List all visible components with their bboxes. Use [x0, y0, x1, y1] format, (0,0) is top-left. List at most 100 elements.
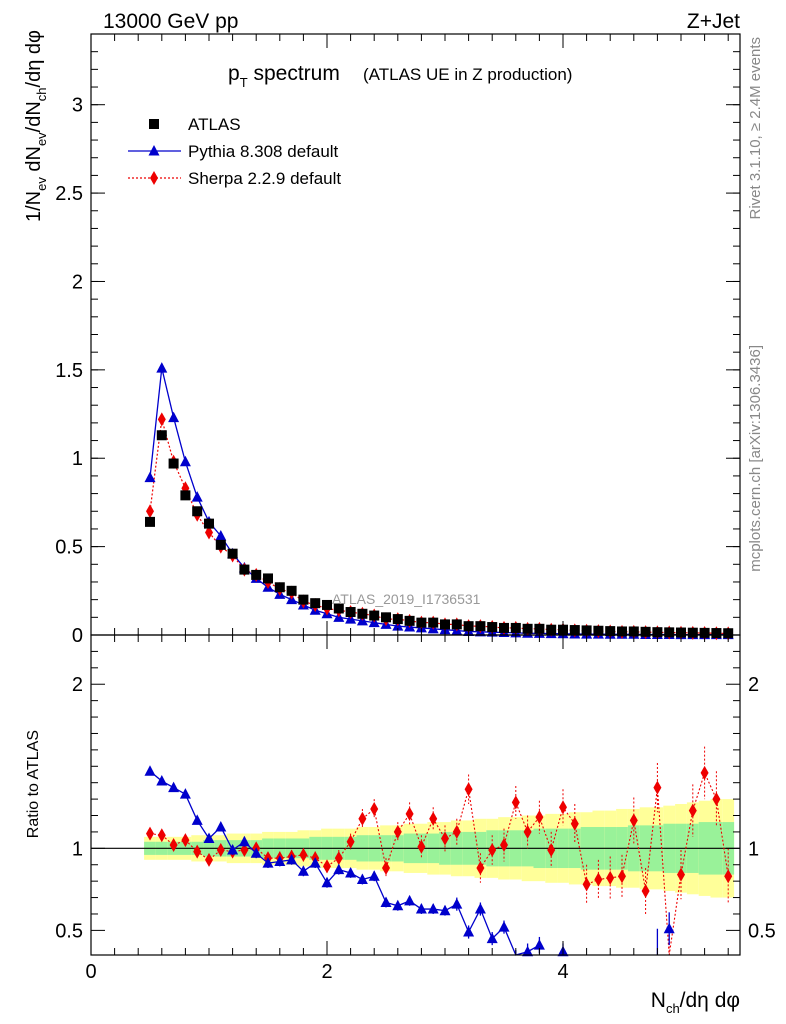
pythia-ratio-line — [149, 770, 540, 956]
bottom-ytick-label: 0.5 — [55, 920, 83, 942]
pythia-ratio-point — [427, 903, 439, 914]
atlas-point — [510, 622, 521, 633]
pythia-ratio-point — [533, 939, 545, 950]
sherpa-ratio-point — [334, 851, 343, 866]
ratio-panel-series — [144, 746, 733, 957]
bottom-ytick-label-right: 2 — [748, 674, 759, 696]
legend-label: Pythia 8.308 default — [188, 142, 339, 161]
pythia-ratio-point — [227, 843, 239, 855]
bottom-ylabel: Ratio to ATLAS — [25, 730, 42, 838]
sherpa-ratio-point — [653, 780, 662, 795]
atlas-point — [156, 430, 167, 441]
sherpa-ratio-point — [712, 792, 721, 807]
sherpa-ratio-point — [382, 861, 390, 876]
sherpa-ratio-point — [417, 839, 426, 854]
pythia-point — [144, 471, 156, 483]
atlas-point — [227, 548, 238, 559]
chart-title: pT spectrum — [228, 62, 340, 90]
sherpa-ratio-point — [547, 842, 556, 857]
sherpa-ratio-point — [535, 810, 544, 825]
sherpa-point — [205, 525, 213, 540]
axis-ticks: 00.511.522.530.5 0.51 12 20 2 4 — [55, 34, 776, 983]
sherpa-ratio-point — [500, 838, 508, 853]
sherpa-ratio-point — [146, 826, 154, 841]
sherpa-ratio-point — [700, 765, 709, 780]
sherpa-ratio-point — [240, 842, 249, 857]
header-left: 13000 GeV pp — [103, 10, 238, 33]
sherpa-ratio-point — [724, 869, 733, 884]
atlas-point — [546, 624, 557, 635]
atlas-point — [215, 539, 226, 550]
legend-label: Sherpa 2.2.9 default — [188, 169, 341, 188]
pythia-ratio-point — [415, 903, 427, 914]
pythia-ratio-point — [498, 921, 510, 932]
sherpa-ratio-point — [629, 813, 638, 828]
pythia-ratio-point — [191, 814, 203, 825]
atlas-point — [487, 622, 498, 633]
rivet-label: Rivet 3.1.10, ≥ 2.4M events — [747, 37, 764, 220]
atlas-point — [640, 626, 651, 637]
atlas-point — [369, 610, 380, 621]
pythia-ratio-point — [368, 870, 380, 881]
sherpa-ratio-point — [523, 824, 532, 839]
pythia-ratio-point — [345, 866, 357, 878]
sherpa-ratio-point — [193, 844, 202, 859]
sherpa-ratio-point — [441, 831, 449, 846]
sherpa-ratio-point — [405, 806, 414, 821]
top-ylabel: 1/Nev dNev/dNch/dη dφ — [23, 30, 49, 222]
pythia-ratio-point — [404, 894, 416, 906]
atlas-point — [392, 614, 403, 625]
sherpa-ratio-point — [594, 872, 603, 887]
atlas-point — [180, 490, 191, 501]
xtick-label: 4 — [557, 961, 568, 983]
uncertainty-bands — [91, 799, 740, 898]
pythia-ratio-point — [474, 903, 486, 914]
atlas-point — [416, 617, 427, 628]
mcplots-label: mcplots.cern.ch [arXiv:1306.3436] — [747, 345, 764, 572]
top-ytick-label: 0 — [72, 625, 83, 647]
atlas-point — [475, 621, 486, 632]
atlas-point — [251, 569, 262, 580]
sherpa-ratio-point — [606, 870, 615, 885]
sherpa-ratio-point — [216, 842, 225, 857]
sherpa-ratio-point — [393, 824, 402, 839]
atlas-point — [499, 622, 509, 633]
atlas-point — [617, 626, 627, 637]
top-ytick-label: 3 — [72, 95, 83, 117]
legend: ATLAS Pythia 8.308 default Sherpa 2.2.9 de… — [128, 115, 341, 188]
bottom-ytick-label: 2 — [72, 674, 83, 696]
atlas-point — [569, 625, 580, 636]
top-ytick-label: 2.5 — [55, 183, 83, 205]
sherpa-ratio-point — [688, 803, 697, 818]
pythia-ratio-point — [356, 873, 368, 885]
sherpa-ratio-point — [559, 800, 567, 815]
atlas-point — [357, 608, 368, 619]
analysis-watermark: ATLAS_2019_I1736531 — [332, 591, 481, 607]
sherpa-ratio-point — [370, 801, 379, 816]
bottom-ytick-label: 1 — [72, 838, 83, 860]
pythia-point — [215, 530, 227, 541]
legend-atlas-marker — [149, 119, 159, 129]
atlas-point — [440, 619, 450, 630]
atlas-point — [428, 617, 439, 628]
atlas-point — [664, 627, 675, 638]
atlas-point — [145, 516, 155, 527]
atlas-point — [711, 628, 722, 639]
atlas-point — [274, 582, 285, 593]
atlas-point — [168, 458, 179, 469]
sherpa-ratio-point — [641, 884, 650, 898]
atlas-point — [204, 518, 214, 529]
pythia-ratio-point — [439, 904, 451, 916]
top-ytick-label: 1.5 — [55, 360, 83, 382]
pythia-ratio-point — [392, 899, 404, 911]
pythia-ratio-point — [203, 832, 215, 843]
sherpa-ratio-point — [677, 867, 685, 882]
sherpa-ratio-point — [169, 838, 178, 853]
top-ytick-label: 2 — [72, 271, 83, 293]
pythia-point — [179, 455, 191, 467]
pythia-ratio-point — [663, 922, 675, 934]
atlas-point — [310, 598, 321, 609]
atlas-point — [345, 607, 356, 618]
pythia-point — [156, 362, 168, 373]
